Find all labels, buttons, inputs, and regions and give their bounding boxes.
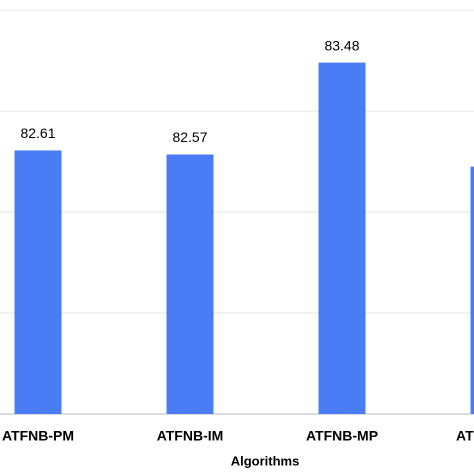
x-tick-label: ATFNB-MP xyxy=(306,428,378,444)
x-tick-label: ATFNB-PM xyxy=(2,428,74,444)
x-tick-label: AT xyxy=(456,428,474,444)
bar xyxy=(166,154,214,414)
bar xyxy=(14,150,62,414)
x-axis-label: Algorithms xyxy=(231,453,300,468)
value-label: 82.61 xyxy=(20,125,55,141)
value-label: 83.48 xyxy=(324,37,359,53)
value-label: 82.57 xyxy=(172,129,207,145)
bar xyxy=(470,166,474,414)
bar xyxy=(318,62,366,414)
x-tick-label: ATFNB-IM xyxy=(157,428,224,444)
